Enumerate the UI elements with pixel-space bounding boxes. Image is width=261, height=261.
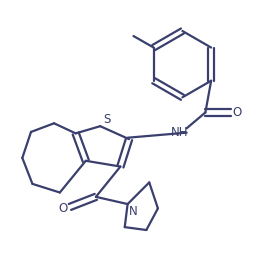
Text: O: O [58, 202, 68, 215]
Text: NH: NH [171, 126, 188, 139]
Text: S: S [104, 113, 111, 126]
Text: O: O [233, 106, 242, 119]
Text: N: N [129, 205, 138, 218]
